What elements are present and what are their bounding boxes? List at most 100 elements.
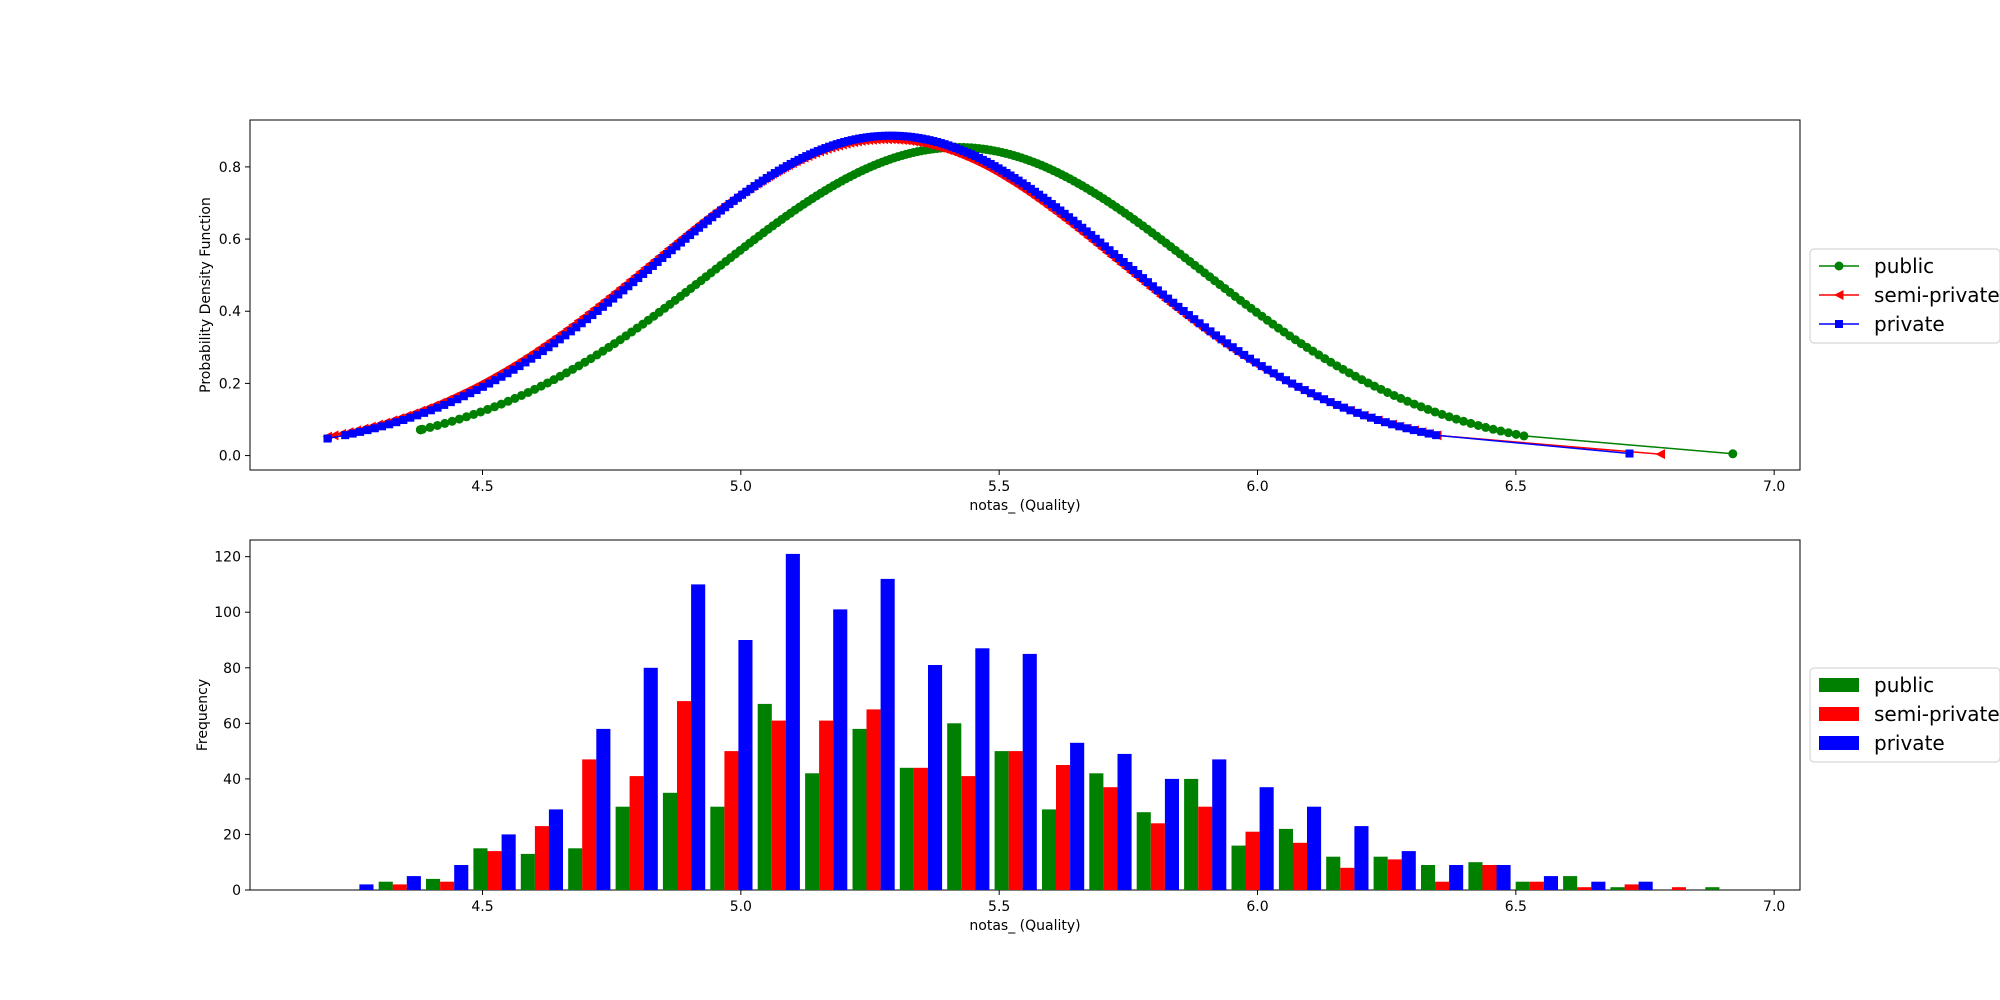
pdf-series-group (322, 131, 1738, 460)
pdf-x-tick-label: 5.5 (988, 479, 1010, 495)
pdf-chart: 0.0 0.2 0.4 0.6 0.8 4.5 5.0 5.5 6.0 6.5 7.0 notas… (198, 119, 2000, 514)
pdf-point-private (533, 350, 542, 359)
histogram-bar-semi-private (534, 826, 549, 890)
pdf-point-private (690, 227, 699, 236)
pdf-point-private (754, 179, 763, 188)
histogram-bar-semi-private (1150, 823, 1165, 890)
pdf-point-private (1228, 343, 1237, 352)
pdf-point-private (1206, 327, 1215, 336)
pdf-series-private (323, 131, 1634, 458)
histogram-bar-public (899, 767, 914, 890)
pdf-point-private (1002, 169, 1011, 178)
histogram-y-tick-label: 0 (232, 883, 241, 899)
pdf-point-public (503, 396, 513, 406)
histogram-y-tick-label: 60 (223, 716, 241, 732)
pdf-point-private (1174, 302, 1183, 311)
pdf-point-private (577, 319, 586, 328)
histogram-bar-semi-private (819, 720, 834, 890)
pdf-x-tick-label: 5.0 (730, 479, 752, 495)
histogram-legend-swatch-public (1819, 678, 1859, 692)
pdf-point-public (1728, 449, 1738, 459)
pdf-point-public (1496, 426, 1506, 436)
histogram-bars (359, 553, 1720, 890)
pdf-point-private (356, 427, 365, 436)
histogram-bar-public (1136, 812, 1151, 890)
pdf-point-private (1223, 339, 1232, 348)
pdf-point-private (527, 354, 536, 363)
pdf-x-axis-label: notas_ (Quality) (969, 498, 1080, 514)
pdf-point-private (634, 274, 643, 283)
histogram-bar-public (852, 728, 867, 890)
pdf-point-private (433, 403, 442, 412)
pdf-point-private (593, 306, 602, 315)
pdf-point-private (1269, 369, 1278, 378)
pdf-point-private (681, 234, 690, 243)
pdf-point-private (1240, 350, 1249, 359)
pdf-point-private (614, 290, 623, 299)
histogram-x-axis: 4.5 5.0 5.5 6.0 6.5 7.0 (471, 890, 1785, 915)
pdf-point-private (758, 176, 767, 185)
histogram-legend-swatch-semi-private (1819, 707, 1859, 721)
histogram-bar-semi-private (1671, 887, 1686, 890)
pdf-point-private (1179, 306, 1188, 315)
pdf-point-private (550, 339, 559, 348)
pdf-point-private (1339, 403, 1348, 412)
pdf-point-public (1409, 399, 1419, 409)
pdf-y-tick-label: 0.0 (219, 449, 241, 465)
pdf-point-private (742, 187, 751, 196)
pdf-point-private (1056, 206, 1065, 215)
pdf-point-private (583, 315, 592, 324)
histogram-bar-private (691, 584, 706, 890)
pdf-point-private (712, 209, 721, 218)
pdf-point-private (1319, 395, 1328, 404)
histogram-bar-semi-private (771, 720, 786, 890)
pdf-plot-area (249, 119, 1801, 471)
pdf-point-private (729, 196, 738, 205)
pdf-point-public (1459, 416, 1469, 426)
histogram-bar-public (710, 806, 725, 890)
pdf-point-private (1257, 362, 1266, 371)
pdf-point-private (624, 282, 633, 291)
pdf-point-public (462, 412, 472, 422)
histogram-bar-private (1543, 876, 1558, 890)
histogram-y-tick-label: 120 (214, 550, 241, 566)
pdf-legend-marker-semi-private (1834, 290, 1844, 300)
pdf-legend: public semi-private private (1809, 248, 2000, 344)
histogram-legend-label-public: public (1874, 673, 1934, 697)
pdf-point-private (1333, 400, 1342, 409)
pdf-point-public (483, 404, 493, 414)
pdf-point-private (1105, 246, 1114, 255)
pdf-point-public (1396, 393, 1406, 403)
pdf-point-private (598, 302, 607, 311)
pdf-point-private (478, 382, 487, 391)
pdf-point-public (425, 422, 435, 432)
pdf-point-private (1010, 174, 1019, 183)
histogram-bar-private (406, 876, 421, 890)
histogram-bar-public (805, 773, 820, 890)
pdf-point-private (538, 347, 547, 356)
pdf-point-private (392, 418, 401, 427)
histogram-series-public (378, 703, 1720, 890)
pdf-point-private (363, 426, 372, 435)
pdf-point-private (1169, 298, 1178, 307)
pdf-point-private (1409, 426, 1418, 435)
pdf-point-private (1018, 179, 1027, 188)
pdf-point-public (447, 416, 457, 426)
pdf-point-private (1402, 424, 1411, 433)
pdf-point-private (1022, 182, 1031, 191)
pdf-point-private (609, 294, 618, 303)
histogram-bar-semi-private (1245, 831, 1260, 890)
pdf-point-private (766, 171, 775, 180)
pdf-point-private (406, 413, 415, 422)
histogram-bar-semi-private (582, 759, 597, 890)
pdf-point-private (1114, 254, 1123, 263)
pdf-y-tick-label: 0.8 (219, 160, 241, 176)
histogram-bar-public (1705, 887, 1720, 890)
histogram-y-tick-label: 100 (214, 605, 241, 621)
pdf-point-private (440, 400, 449, 409)
pdf-point-private (420, 408, 429, 417)
histogram-bar-private (454, 865, 469, 890)
histogram-legend-label-private: private (1874, 731, 1945, 755)
histogram-y-tick-label: 20 (223, 827, 241, 843)
